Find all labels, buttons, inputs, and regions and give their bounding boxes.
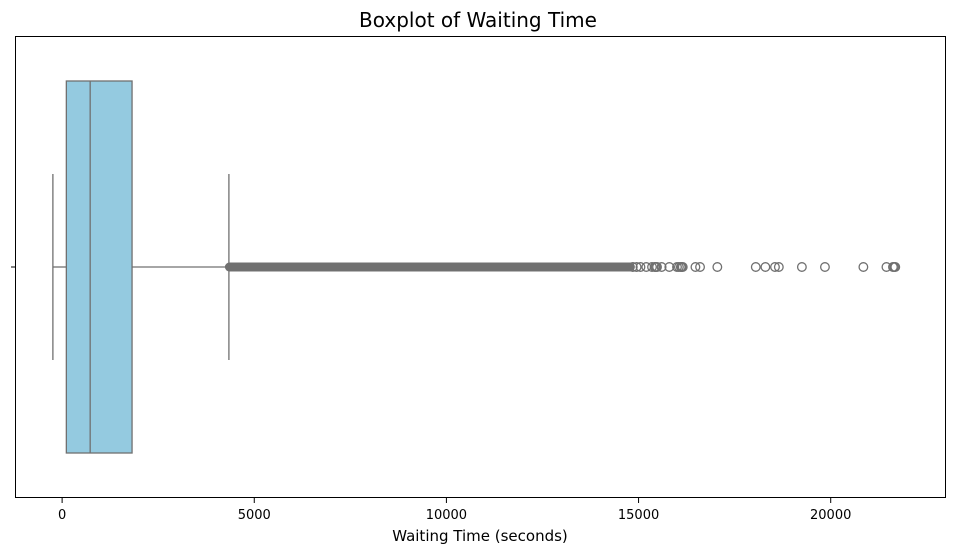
outlier-point bbox=[664, 262, 675, 272]
x-axis: 0 5000 10000 15000 20000 bbox=[11, 266, 851, 523]
outlier-point bbox=[627, 262, 638, 272]
outlier-point bbox=[631, 262, 642, 272]
outlier-point bbox=[858, 262, 869, 272]
outlier-point bbox=[712, 262, 723, 272]
outlier-point bbox=[690, 262, 701, 272]
outlier-point bbox=[695, 262, 705, 272]
outlier-point bbox=[773, 262, 784, 272]
x-tick-label: 20000 bbox=[810, 508, 851, 523]
outlier-point bbox=[760, 262, 771, 272]
plot-area bbox=[52, 80, 901, 454]
iqr-box bbox=[65, 80, 133, 454]
x-tick-label: 15000 bbox=[618, 508, 659, 523]
chart-title: Boxplot of Waiting Time bbox=[359, 8, 597, 32]
outlier-point bbox=[647, 262, 657, 272]
outlier-point bbox=[656, 262, 667, 272]
x-tick-label: 0 bbox=[58, 508, 66, 523]
outlier-point bbox=[750, 262, 761, 272]
x-tick-label: 10000 bbox=[426, 508, 467, 523]
outlier-point bbox=[677, 262, 688, 272]
outlier-point bbox=[635, 262, 646, 272]
outlier-point bbox=[770, 262, 780, 272]
outlier-point bbox=[819, 262, 830, 272]
outlier-dense-band bbox=[224, 262, 635, 272]
outlier-point bbox=[796, 262, 807, 272]
x-axis-label: Waiting Time (seconds) bbox=[392, 527, 568, 545]
outlier-point bbox=[890, 262, 901, 272]
x-tick-label: 5000 bbox=[238, 508, 271, 523]
outlier-point bbox=[652, 262, 662, 272]
